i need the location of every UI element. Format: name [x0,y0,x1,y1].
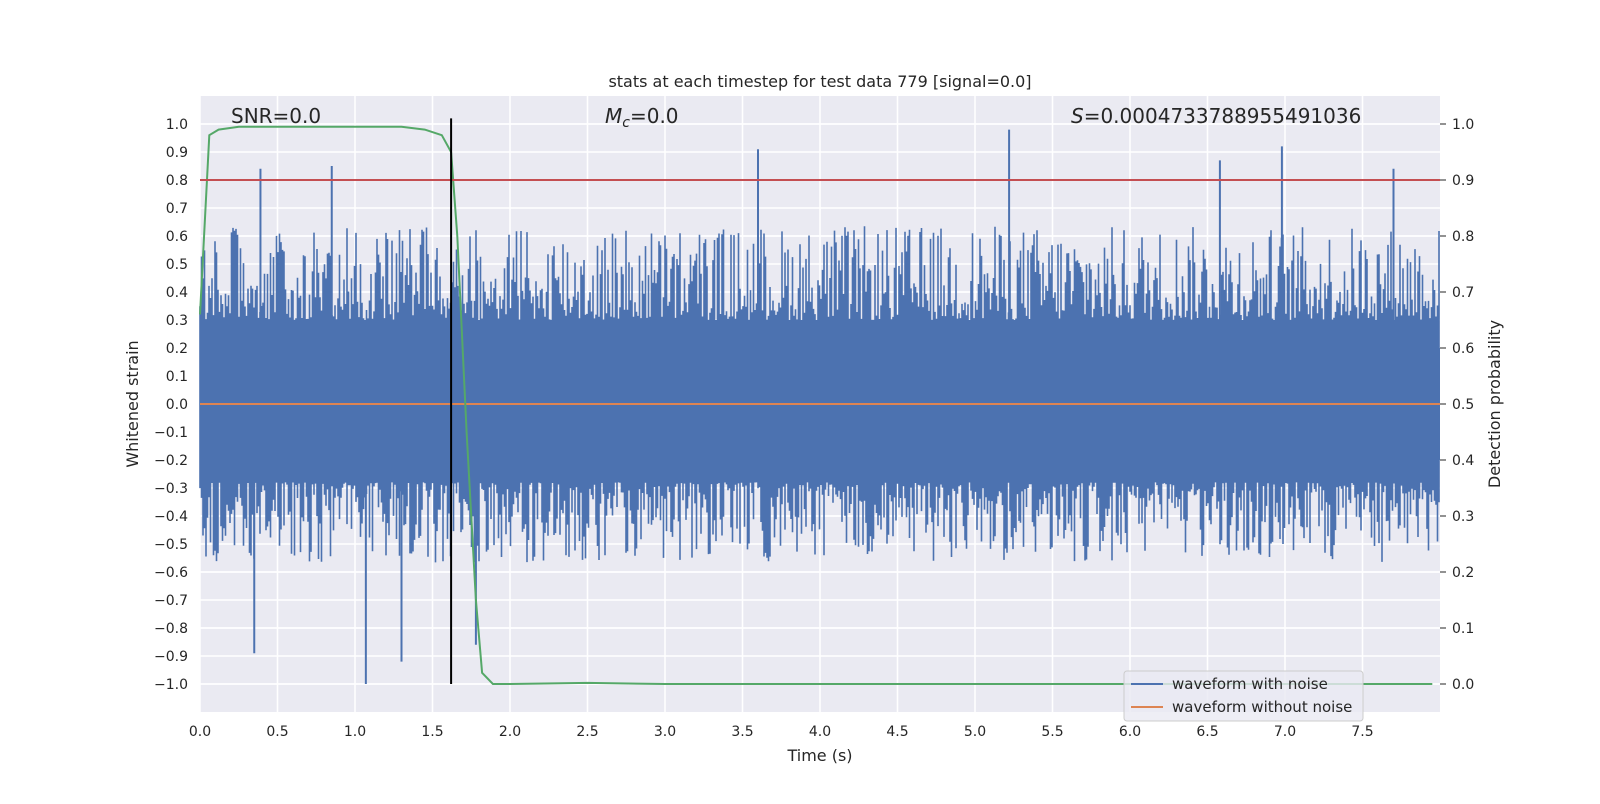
y-left-tick-label: 0.4 [166,285,188,301]
plot-lines [199,118,1440,685]
y-left-tick-label: 0.6 [166,229,188,245]
y-left-tick-label: 0.1 [166,369,188,385]
y-left-tick-label: −0.9 [154,649,188,665]
y-right-tick-label: 0.9 [1452,173,1474,189]
x-tick-label: 5.0 [964,724,986,740]
x-tick-label: 2.0 [499,724,521,740]
y-left-tick-label: 0.5 [166,257,188,273]
y-left-tick-label: −0.6 [154,565,188,581]
y-right-tick-label: 0.7 [1452,285,1474,301]
x-tick-label: 3.0 [654,724,676,740]
y-right-tick-label: 0.8 [1452,229,1474,245]
x-tick-label: 4.5 [886,724,908,740]
snr-annotation: SNR=0.0 [231,104,321,128]
x-tick-label: 0.5 [266,724,288,740]
chirp-mass-annotation: Mc=0.0 [605,104,679,131]
x-tick-label: 6.5 [1196,724,1218,740]
y-left-tick-label: −0.5 [154,537,188,553]
y-left-tick-label: −0.7 [154,593,188,609]
detection-probability-line [199,125,1433,685]
y-right-tick-label: 1.0 [1452,117,1474,133]
y-left-tick-label: −0.3 [154,481,188,497]
y-left-tick-label: −0.2 [154,453,188,469]
y-right-tick-label: 0.6 [1452,341,1474,357]
x-tick-label: 7.0 [1274,724,1296,740]
y-axis-label-right: Detection probability [1485,320,1504,488]
x-tick-label: 3.5 [731,724,753,740]
x-tick-label: 1.5 [421,724,443,740]
x-tick-label: 6.0 [1119,724,1141,740]
legend-box [1123,670,1364,722]
y-right-tick-label: 0.0 [1452,677,1474,693]
y-left-tick-label: 0.7 [166,201,188,217]
y-right-tick-label: 0.2 [1452,565,1474,581]
y-left-tick-label: 0.2 [166,341,188,357]
x-tick-label: 7.5 [1351,724,1373,740]
y-right-tick-label: 0.5 [1452,397,1474,413]
y-left-tick-label: 0.9 [166,145,188,161]
x-tick-label: 1.0 [344,724,366,740]
x-tick-label: 0.0 [189,724,211,740]
legend: waveform with noise waveform without noi… [1123,670,1364,722]
legend-label-clean: waveform without noise [1172,698,1352,716]
y-right-tick-label: 0.4 [1452,453,1474,469]
x-tick-label: 4.0 [809,724,831,740]
y-left-tick-label: −1.0 [154,677,188,693]
y-left-tick-label: 1.0 [166,117,188,133]
y-left-tick-label: 0.3 [166,313,188,329]
x-axis-label: Time (s) [786,746,852,765]
chart-title: stats at each timestep for test data 779… [608,72,1031,91]
x-tick-label: 2.5 [576,724,598,740]
y-right-tick-label: 0.3 [1452,509,1474,525]
legend-label-noise: waveform with noise [1172,675,1328,693]
y-left-tick-label: 0.0 [166,397,188,413]
y-left-tick-label: −0.8 [154,621,188,637]
y-left-tick-label: −0.1 [154,425,188,441]
y-left-tick-label: −0.4 [154,509,188,525]
x-tick-label: 5.5 [1041,724,1063,740]
axis-ticks: 0.0 0.5 1.0 1.5 2.0 2.5 3.0 3.5 4.0 4.5 5.0 5.5 6.0 6… [154,117,1474,740]
y-right-tick-label: 0.1 [1452,621,1474,637]
y-axis-label-left: Whitened strain [123,340,142,467]
s-annotation: S=0.0004733788955491036 [1071,104,1361,128]
y-left-tick-label: 0.8 [166,173,188,189]
